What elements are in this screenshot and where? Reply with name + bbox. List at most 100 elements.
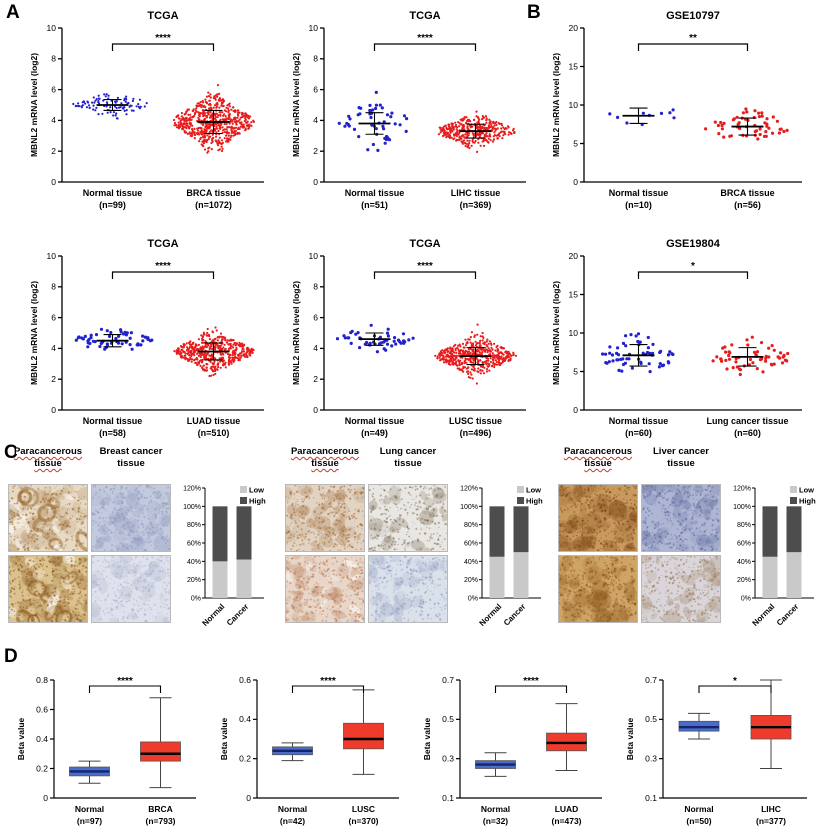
scatter-tcga-luad: TCGA 0 2 4 6 8 10 MBNL2 mRNA level (log2) Normal… [26,234,274,446]
svg-text:Lung cancer tissue: Lung cancer tissue [706,416,788,426]
svg-text:Normal tissue: Normal tissue [609,416,669,426]
tissue-header-lung-cancer: Lung cancer tissue [379,446,437,469]
svg-text:(n=377): (n=377) [756,816,786,826]
ihc-image-breast-paracancerous-2 [8,555,88,623]
svg-text:0.4: 0.4 [239,714,251,724]
svg-text:(n=99): (n=99) [99,200,126,210]
svg-text:(n=51): (n=51) [361,200,388,210]
svg-text:0: 0 [51,177,56,187]
svg-text:(n=473): (n=473) [552,816,582,826]
svg-text:8: 8 [51,54,56,64]
svg-text:6: 6 [51,84,56,94]
svg-text:TCGA: TCGA [147,238,178,250]
svg-text:0.7: 0.7 [442,675,454,685]
svg-text:(n=56): (n=56) [734,200,761,210]
svg-text:0.6: 0.6 [36,704,48,714]
svg-text:8: 8 [313,54,318,64]
svg-text:Low: Low [799,486,814,495]
svg-text:0.2: 0.2 [239,753,251,763]
svg-text:BRCA tissue: BRCA tissue [186,188,240,198]
svg-text:Cancer: Cancer [775,602,801,628]
svg-text:60%: 60% [737,541,751,548]
stacked-bar-breast: 0% 20% 40% 60% 80% 100% 120% Normal Cancer Low Hig… [178,480,266,638]
svg-text:****: **** [155,261,171,272]
svg-text:40%: 40% [464,559,478,566]
svg-text:****: **** [320,676,336,687]
svg-text:10: 10 [569,100,579,110]
svg-text:10: 10 [309,23,319,33]
svg-text:6: 6 [51,312,56,322]
svg-text:15: 15 [569,61,579,71]
svg-text:TCGA: TCGA [147,10,178,22]
svg-text:80%: 80% [187,522,201,529]
scatter-gse19804: GSE19804 0 5 10 15 20 MBNL2 mRNA level (log2) N… [548,234,812,446]
svg-text:Normal: Normal [684,804,713,814]
svg-text:(n=510): (n=510) [198,428,230,438]
svg-text:Normal: Normal [751,602,777,628]
svg-text:80%: 80% [464,522,478,529]
svg-text:MBNL2 mRNA level (log2): MBNL2 mRNA level (log2) [29,281,39,385]
svg-text:LUSC tissue: LUSC tissue [449,416,502,426]
svg-text:Cancer: Cancer [502,602,528,628]
ihc-image-lung-cancer-1 [368,484,448,552]
stacked-bar-lung: 0% 20% 40% 60% 80% 100% 120% Normal Cancer Low Hig… [455,480,543,638]
ihc-image-breast-cancer-1 [91,484,171,552]
svg-text:4: 4 [313,115,318,125]
svg-text:0%: 0% [191,596,201,603]
svg-text:5: 5 [573,138,578,148]
svg-text:GSE19804: GSE19804 [666,238,721,250]
svg-text:(n=496): (n=496) [460,428,492,438]
svg-text:8: 8 [313,282,318,292]
svg-text:*: * [733,676,737,687]
tissue-header-breast-cancer: Breast cancer tissue [99,446,163,469]
svg-text:60%: 60% [187,541,201,548]
ihc-image-breast-cancer-2 [91,555,171,623]
svg-text:10: 10 [47,23,57,33]
ihc-image-lung-cancer-2 [368,555,448,623]
tissue-header-paracancerous: Paracancerous tissue [290,446,360,469]
svg-text:MBNL2 mRNA level (log2): MBNL2 mRNA level (log2) [29,53,39,157]
ihc-image-liver-cancer-2 [641,555,721,623]
svg-text:10: 10 [309,251,319,261]
svg-text:40%: 40% [737,559,751,566]
svg-text:MBNL2 mRNA level (log2): MBNL2 mRNA level (log2) [291,53,301,157]
svg-text:0: 0 [573,177,578,187]
svg-text:Low: Low [249,486,264,495]
svg-text:(n=97): (n=97) [77,816,102,826]
svg-text:(n=50): (n=50) [686,816,711,826]
ihc-image-liver-paracancerous-1 [558,484,638,552]
ihc-image-breast-paracancerous-1 [8,484,88,552]
svg-text:LUAD tissue: LUAD tissue [187,416,241,426]
svg-text:Normal tissue: Normal tissue [83,416,143,426]
svg-text:0.6: 0.6 [239,675,251,685]
svg-text:2: 2 [313,374,318,384]
svg-text:0.4: 0.4 [36,734,48,744]
svg-text:Beta value: Beta value [422,717,432,760]
svg-text:2: 2 [51,374,56,384]
svg-text:(n=32): (n=32) [483,816,508,826]
svg-text:0: 0 [246,793,251,803]
svg-text:Normal tissue: Normal tissue [83,188,143,198]
svg-text:BRCA tissue: BRCA tissue [720,188,774,198]
svg-text:0.1: 0.1 [442,793,454,803]
ihc-image-liver-cancer-1 [641,484,721,552]
svg-text:(n=58): (n=58) [99,428,126,438]
ihc-image-lung-paracancerous-2 [285,555,365,623]
svg-text:(n=49): (n=49) [361,428,388,438]
svg-text:****: **** [155,33,171,44]
svg-text:40%: 40% [187,559,201,566]
svg-text:120%: 120% [733,486,751,493]
svg-text:High: High [799,497,816,506]
svg-text:20%: 20% [464,577,478,584]
stacked-bar-liver: 0% 20% 40% 60% 80% 100% 120% Normal Cancer Low Hig… [728,480,816,638]
svg-text:Normal tissue: Normal tissue [345,188,405,198]
svg-text:100%: 100% [183,504,201,511]
svg-text:****: **** [417,261,433,272]
svg-text:0.1: 0.1 [645,793,657,803]
svg-text:LUAD: LUAD [555,804,579,814]
svg-text:4: 4 [51,343,56,353]
svg-text:(n=42): (n=42) [280,816,305,826]
svg-text:BRCA: BRCA [148,804,173,814]
panel-label-d: D [4,646,18,667]
